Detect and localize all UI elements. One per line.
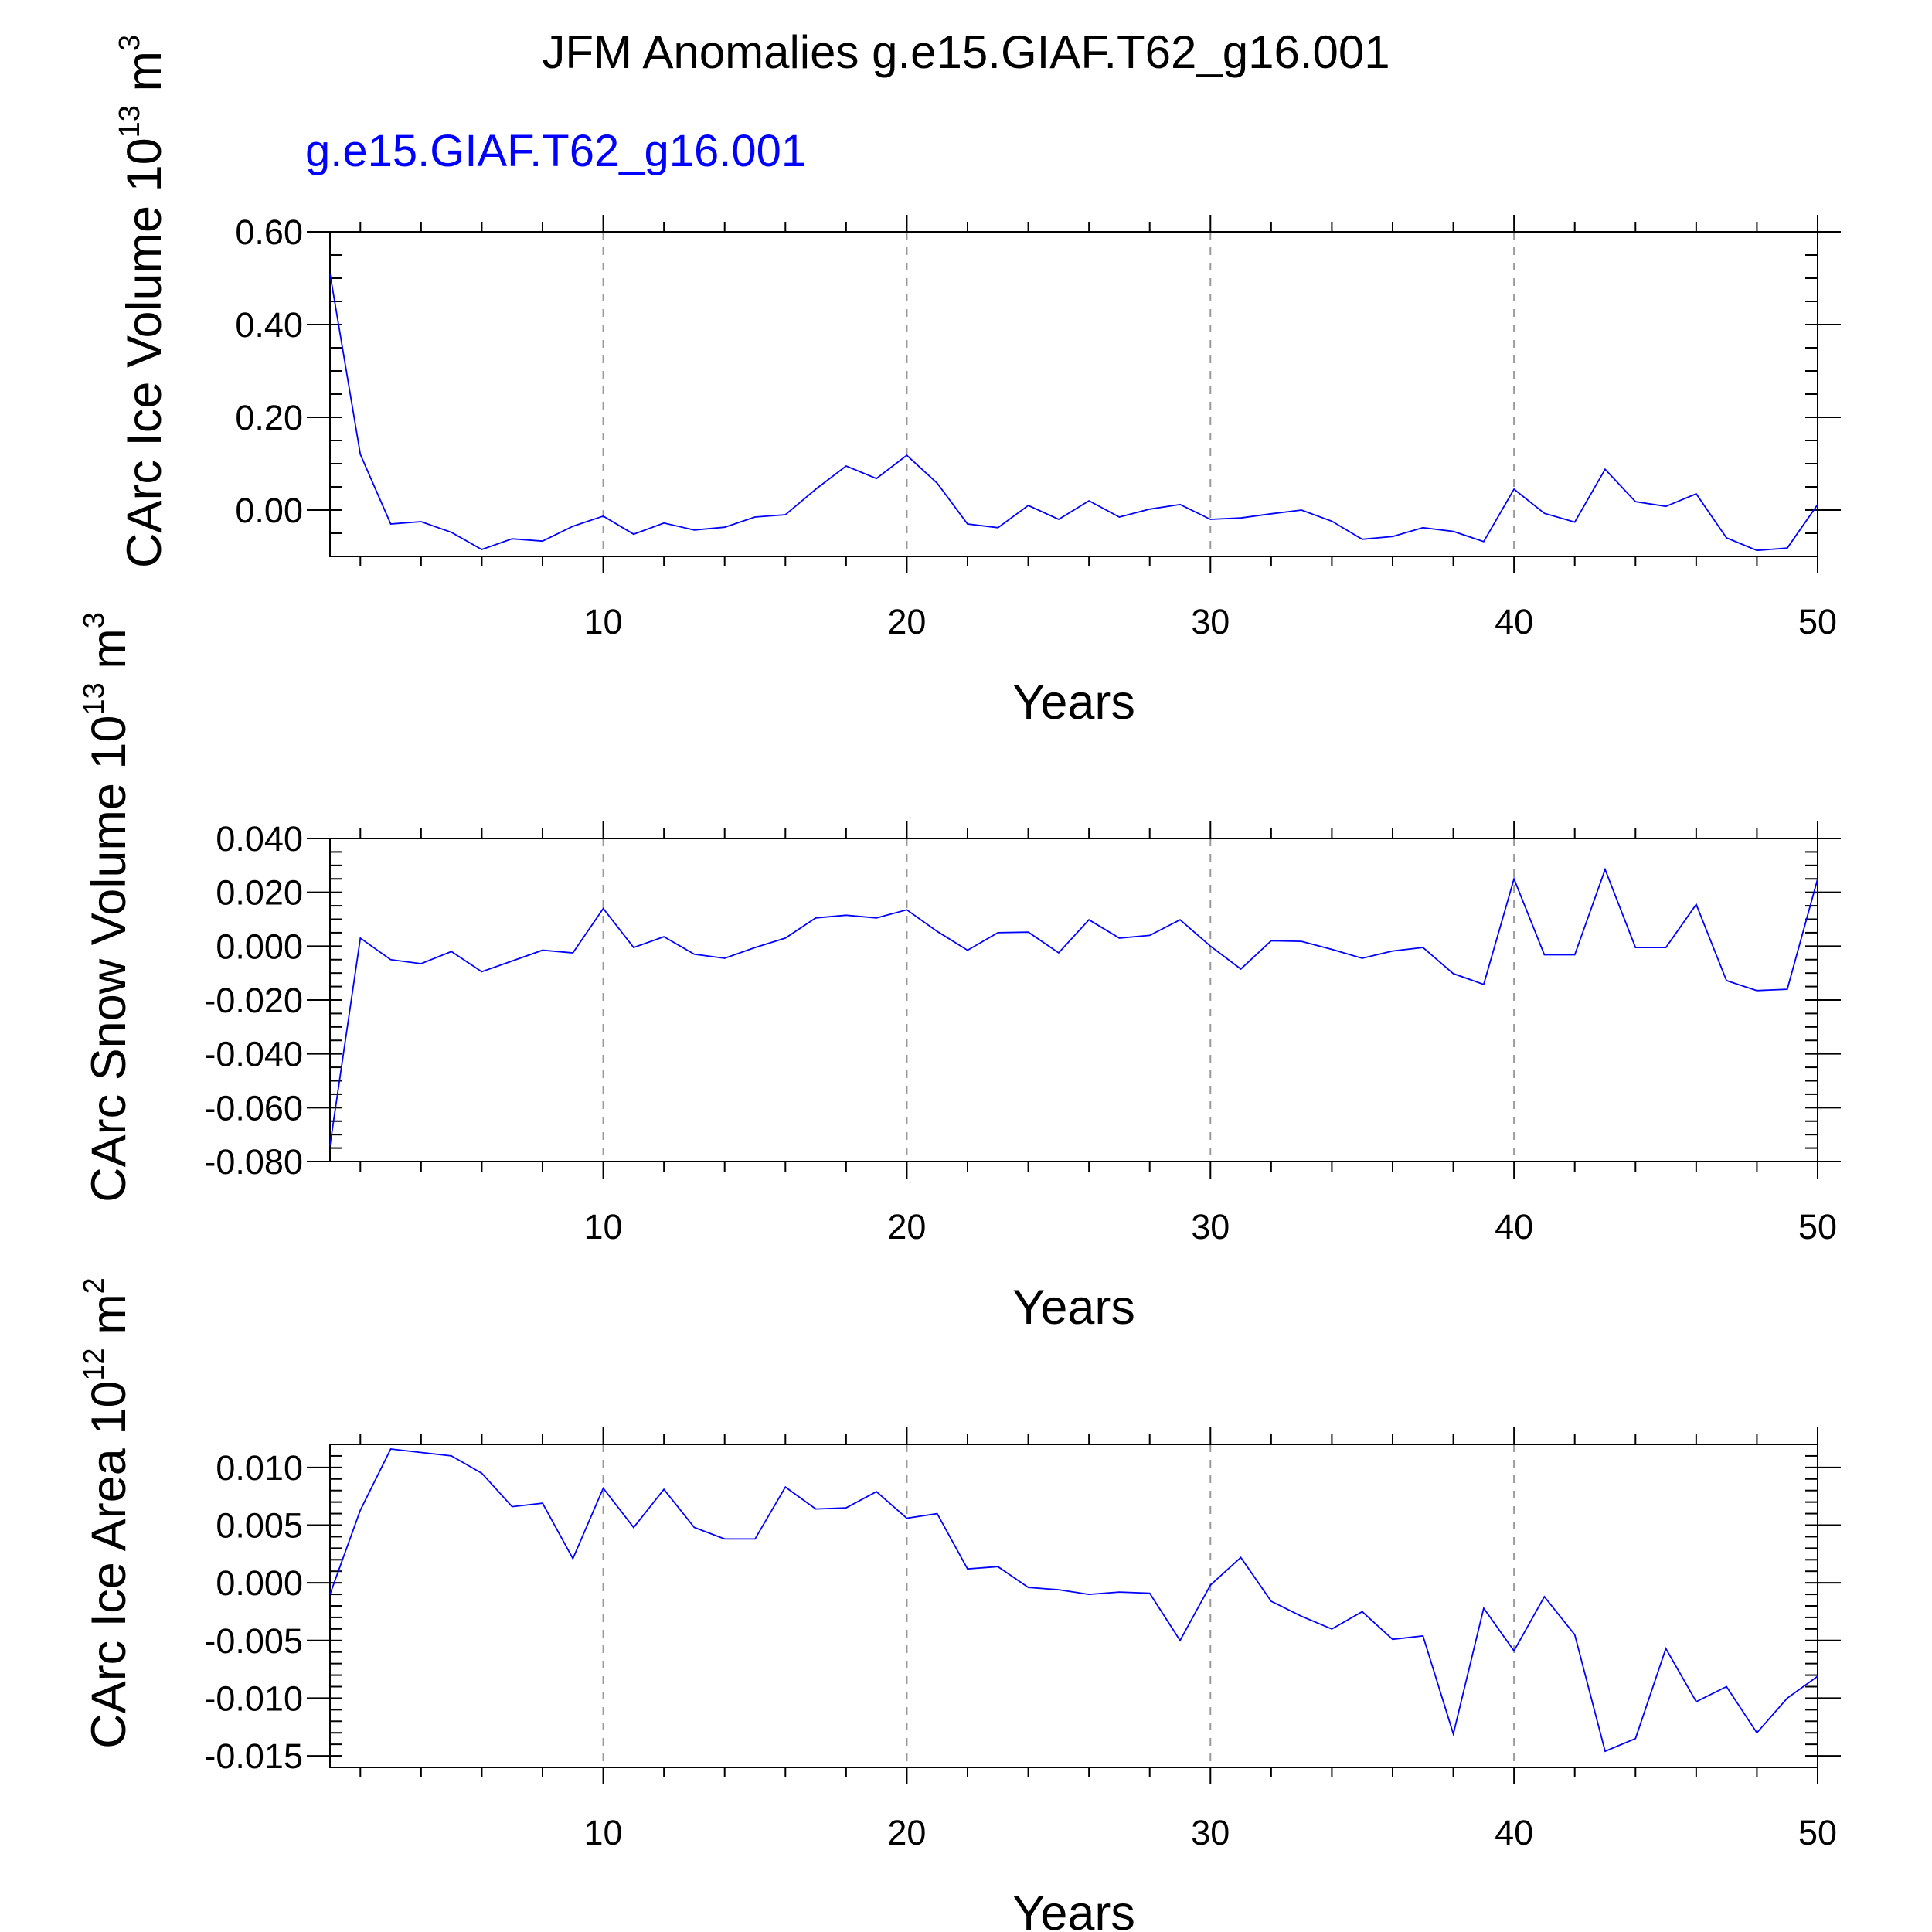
y-axis-title-part: 10 [82, 1381, 136, 1435]
y-axis-title-part: m [82, 628, 136, 682]
y-tick-label: 0.40 [235, 305, 303, 345]
y-tick-label: -0.020 [204, 981, 303, 1020]
panel-3: 10 20 30 40 50 -0.015 -0.010 -0.005 0.000 0.005 0.… [78, 1277, 1841, 1932]
x-tick-label: 10 [584, 1207, 623, 1247]
x-axis-title: Years [1012, 1281, 1135, 1335]
x-tick-label: 50 [1798, 1207, 1837, 1247]
y-tick-label: 0.00 [235, 491, 303, 530]
x-axis-title: Years [1012, 675, 1135, 730]
y-axis-title: CArc Ice Area 1012 m2 [78, 1277, 136, 1749]
series-line [329, 1448, 1818, 1753]
x-tick-label: 30 [1191, 1207, 1230, 1247]
panels: 10 20 30 40 50 0.00 0.20 0.40 0.60 Years CArc Ice … [78, 35, 1841, 1932]
y-tick-label: -0.080 [204, 1142, 303, 1182]
x-tick-label: 20 [887, 602, 926, 641]
plot-frame [329, 1444, 1818, 1768]
main-title: JFM Anomalies g.e15.GIAF.T62_g16.001 [542, 26, 1389, 78]
series-line [329, 273, 1818, 552]
y-tick-label: 0.040 [216, 819, 303, 859]
y-axis-title: CArc Ice Volume 1013 m3 [114, 35, 172, 568]
y-axis-title-part: CArc Snow Volume [82, 770, 136, 1202]
x-tick-label: 40 [1495, 1813, 1533, 1852]
y-tick-label: 0.005 [216, 1506, 303, 1546]
x-tick-label: 20 [887, 1813, 926, 1852]
x-tick-label: 10 [584, 1813, 623, 1852]
x-axis-title: Years [1012, 1886, 1135, 1932]
panel-2: 10 20 30 40 50 -0.080 -0.060 -0.040 -0.020 0.000 0… [78, 612, 1841, 1335]
y-tick-label: 0.60 [235, 213, 303, 252]
x-tick-label: 20 [887, 1207, 926, 1247]
y-axis-title-exponent: 2 [78, 1277, 111, 1294]
y-axis-title-part: 10 [117, 138, 172, 192]
y-axis-title-part: 10 [82, 716, 136, 770]
plot-frame [329, 231, 1818, 557]
y-axis-title-exponent: 13 [78, 682, 111, 715]
y-tick-label: -0.060 [204, 1088, 303, 1128]
y-tick-label: -0.005 [204, 1621, 303, 1661]
y-axis-title-exponent: 3 [114, 35, 146, 51]
y-axis-title-exponent: 12 [78, 1348, 111, 1380]
y-axis-title-part: m [117, 51, 172, 105]
y-tick-label: -0.015 [204, 1736, 303, 1776]
x-tick-label: 40 [1495, 602, 1533, 641]
plot-frame [329, 838, 1818, 1162]
x-tick-label: 30 [1191, 1813, 1230, 1852]
y-tick-label: 0.020 [216, 873, 303, 913]
y-tick-label: -0.040 [204, 1035, 303, 1074]
x-tick-label: 50 [1798, 602, 1837, 641]
y-tick-label: 0.010 [216, 1448, 303, 1488]
run-subtitle: g.e15.GIAF.T62_g16.001 [305, 126, 806, 176]
x-tick-label: 10 [584, 602, 623, 641]
y-axis-title-exponent: 13 [114, 105, 146, 138]
y-axis-title-part: CArc Ice Volume [117, 192, 172, 568]
y-axis-title-exponent: 3 [78, 612, 111, 628]
series-line [329, 867, 1818, 1146]
y-tick-label: 0.20 [235, 398, 303, 437]
y-axis-title-part: m [82, 1294, 136, 1348]
y-tick-label: 0.000 [216, 1563, 303, 1603]
y-tick-label: -0.010 [204, 1679, 303, 1718]
y-axis-title: CArc Snow Volume 1013 m3 [78, 612, 136, 1202]
x-tick-label: 30 [1191, 602, 1230, 641]
x-tick-label: 40 [1495, 1207, 1533, 1247]
y-axis-title-part: CArc Ice Area [82, 1435, 136, 1749]
panel-1: 10 20 30 40 50 0.00 0.20 0.40 0.60 Years CArc Ice … [114, 35, 1841, 730]
y-tick-label: 0.000 [216, 927, 303, 966]
x-tick-label: 50 [1798, 1813, 1837, 1852]
